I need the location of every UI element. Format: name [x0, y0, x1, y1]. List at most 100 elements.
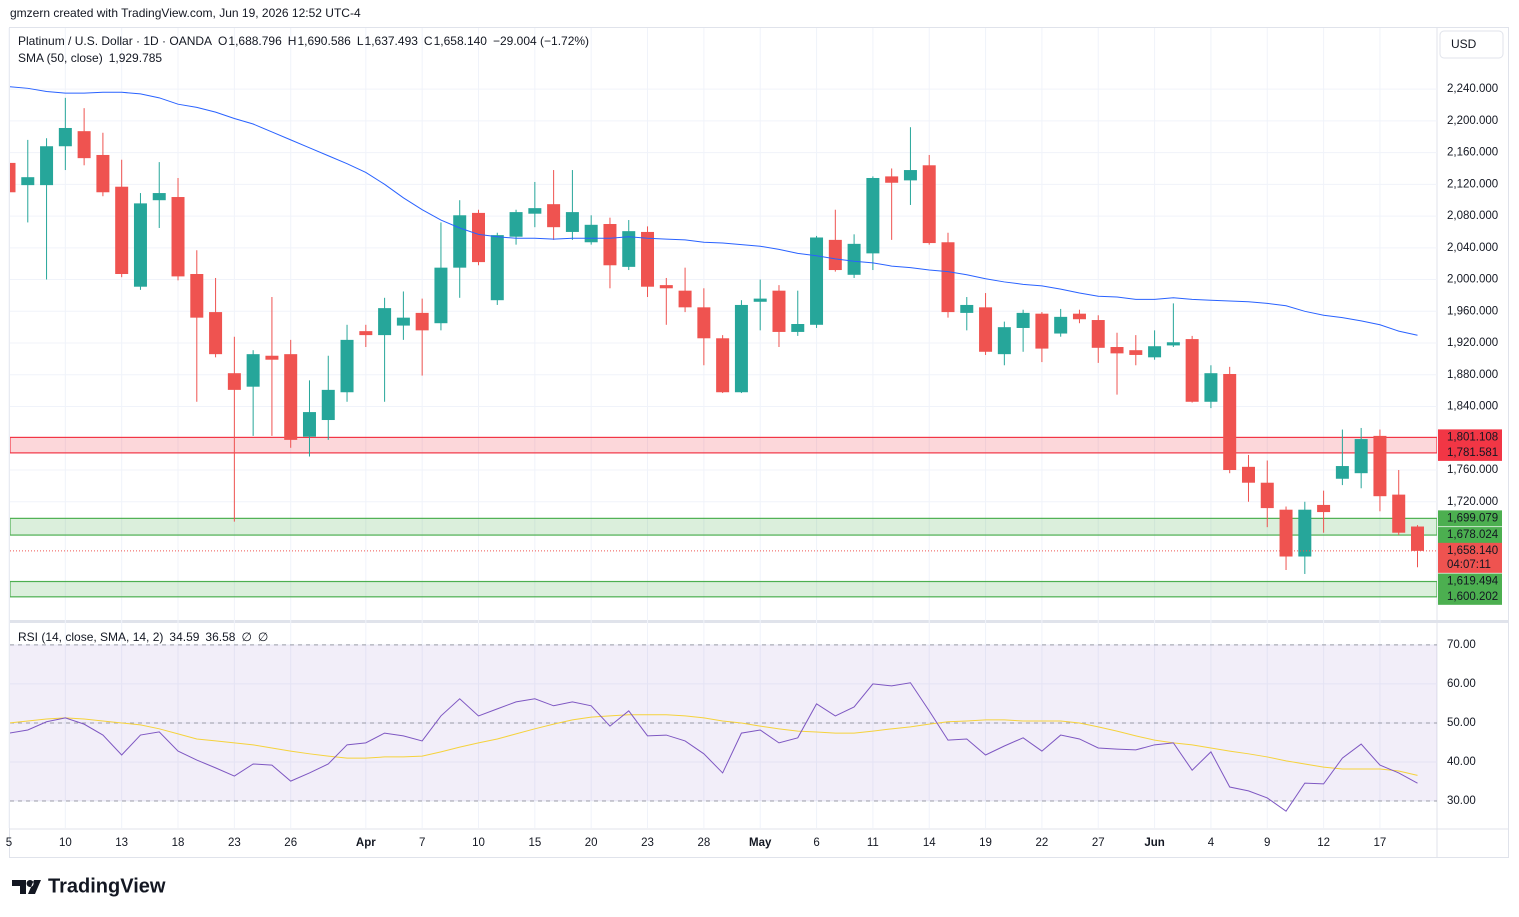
zone — [10, 436, 1437, 454]
zone-price-tag — [1438, 429, 1502, 446]
zone-price-label: 1,619.494 — [1447, 576, 1499, 588]
candle-body — [378, 308, 392, 336]
zone-price-tag — [1438, 588, 1502, 605]
x-tick-label: Apr — [356, 837, 376, 849]
candle-body — [791, 324, 805, 332]
currency-label: USD — [1451, 37, 1477, 51]
x-tick-label: 15 — [528, 837, 541, 849]
candle-body — [828, 239, 842, 271]
candle-body — [1148, 346, 1162, 358]
candle-body — [10, 162, 16, 193]
brand-logo — [12, 880, 41, 894]
legend-text: Platinum / U.S. Dollar · 1D · OANDA — [18, 34, 212, 48]
zone — [10, 517, 1437, 536]
attribution: gmzern created with TradingView.com, Jun… — [10, 6, 361, 20]
zone-price-label: 1,801.108 — [1447, 431, 1498, 443]
x-tick-label: 22 — [1036, 837, 1049, 849]
sma-line — [10, 86, 1418, 336]
currency-button[interactable] — [1439, 30, 1504, 59]
y-tick-label: 2,240.000 — [1447, 83, 1498, 95]
rsi-tick-label: 40.00 — [1447, 756, 1476, 768]
legend-text: 36.58 — [205, 630, 235, 644]
y-tick-label: 1,720.000 — [1447, 496, 1498, 508]
zone — [10, 580, 1437, 598]
candle-body — [1166, 342, 1180, 346]
last-price-label: 1,658.140 — [1447, 545, 1498, 557]
candle-body — [866, 177, 880, 254]
x-tick-label: 10 — [59, 837, 72, 849]
rsi-line — [10, 682, 1418, 812]
x-tick-label: 4 — [1208, 837, 1215, 849]
x-tick-label: 6 — [813, 837, 819, 849]
candle-body — [396, 317, 410, 326]
legend-text: 1,929.785 — [109, 51, 163, 65]
candle-body — [716, 338, 730, 393]
zone-price-tag — [1438, 573, 1502, 590]
y-tick-label: 2,000.000 — [1447, 274, 1498, 286]
legend-text: H — [288, 34, 297, 48]
x-tick-label: 13 — [115, 837, 128, 849]
candle-body — [1091, 320, 1105, 348]
candle-body — [490, 235, 504, 301]
y-tick-label: 1,840.000 — [1447, 401, 1498, 413]
y-tick-label: 2,160.000 — [1447, 147, 1498, 159]
candle-body — [1279, 509, 1293, 557]
candle-body — [903, 170, 917, 181]
legend-text: 34.59 — [169, 630, 199, 644]
x-tick-label: 28 — [697, 837, 710, 849]
legend-text: L — [357, 34, 364, 48]
candle-body — [171, 197, 185, 277]
candle-body — [434, 267, 448, 324]
legend-text: SMA (50, close) — [18, 51, 103, 65]
candle-body — [603, 224, 617, 266]
candle-body — [1260, 482, 1274, 509]
candle-body — [941, 242, 955, 313]
candle-body — [1392, 494, 1406, 533]
candle-body — [528, 208, 542, 214]
candle-body — [1110, 347, 1124, 354]
candle-body — [284, 354, 298, 440]
candle-body — [359, 331, 373, 336]
x-tick-label: 10 — [472, 837, 485, 849]
candle-body — [133, 203, 147, 287]
candle-body — [340, 339, 354, 393]
candle-body — [1054, 316, 1068, 334]
candle-body — [659, 285, 673, 289]
candle-body — [979, 307, 993, 352]
candle-body — [1035, 313, 1049, 349]
x-tick-label: 9 — [1264, 837, 1270, 849]
y-tick-label: 1,960.000 — [1447, 305, 1498, 317]
y-tick-label: 2,040.000 — [1447, 242, 1498, 254]
candle-body — [1335, 466, 1349, 479]
candle-body — [246, 354, 260, 387]
candle-body — [885, 176, 899, 183]
y-tick-label: 2,080.000 — [1447, 210, 1498, 222]
candle-body — [1185, 339, 1199, 402]
legend-text: ∅ — [241, 630, 251, 644]
candle-body — [960, 304, 974, 313]
candle-body — [753, 298, 767, 302]
x-tick-label: 26 — [284, 837, 297, 849]
x-tick-label: 12 — [1317, 837, 1330, 849]
candle-body — [641, 231, 655, 287]
candle-body — [1204, 373, 1218, 402]
candle-body — [810, 237, 824, 325]
y-tick-label: 1,880.000 — [1447, 369, 1498, 381]
last-price-tag — [1438, 542, 1502, 573]
candle-body — [565, 212, 579, 232]
x-tick-label: Jun — [1144, 837, 1164, 849]
candle-body — [77, 131, 91, 159]
rsi-tick-label: 30.00 — [1447, 795, 1476, 807]
candle-body — [1373, 435, 1387, 497]
candle-body — [1317, 504, 1331, 513]
zone-price-label: 1,699.079 — [1447, 512, 1498, 524]
candle-body — [622, 231, 636, 267]
candle-body — [1354, 439, 1368, 474]
candle-body — [678, 290, 692, 308]
candle-body — [321, 389, 335, 421]
candle-body — [847, 243, 861, 275]
candle-body — [190, 274, 204, 318]
candle-body — [472, 212, 485, 263]
candle-body — [1223, 373, 1237, 471]
candle-body — [697, 307, 711, 339]
